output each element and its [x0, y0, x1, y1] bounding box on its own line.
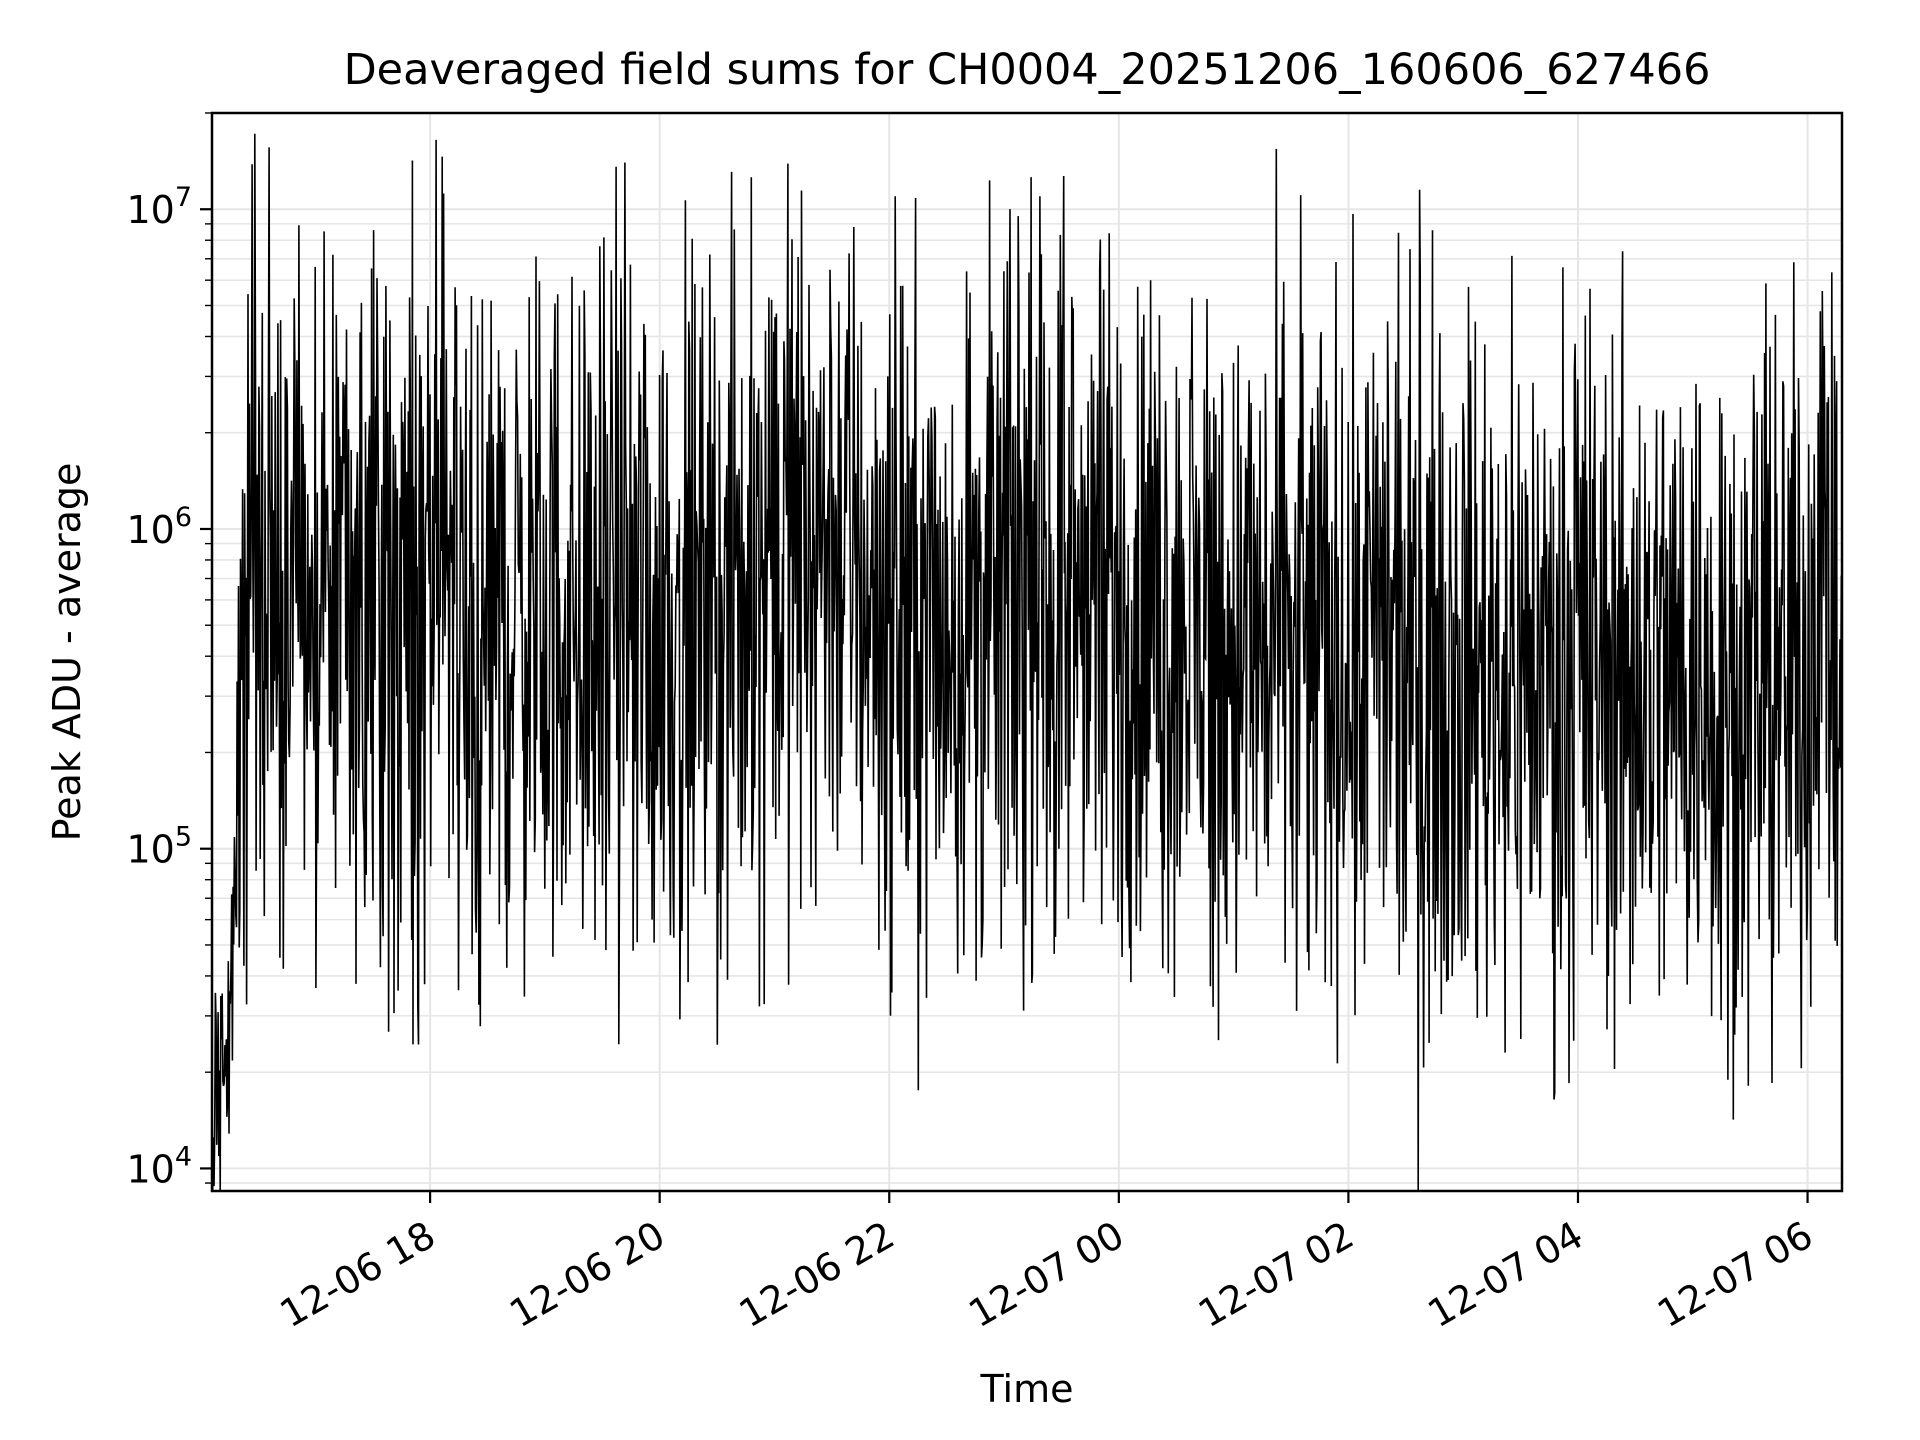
- y-axis-label: Peak ADU - average: [45, 463, 89, 842]
- y-tick-label: 104: [126, 1141, 192, 1191]
- y-tick-label: 107: [126, 182, 192, 232]
- y-axis-ticks: 104 105 106 107: [126, 112, 212, 1191]
- chart-title: Deaveraged field sums for CH0004_2025120…: [344, 45, 1711, 95]
- series-line: [211, 133, 1843, 1192]
- plot-frame: [210, 111, 1844, 1193]
- series-layer: [211, 133, 1843, 1192]
- y-tick-label: 105: [126, 822, 192, 872]
- y-tick-label: 106: [126, 502, 192, 552]
- x-axis-label: Time: [980, 1367, 1074, 1411]
